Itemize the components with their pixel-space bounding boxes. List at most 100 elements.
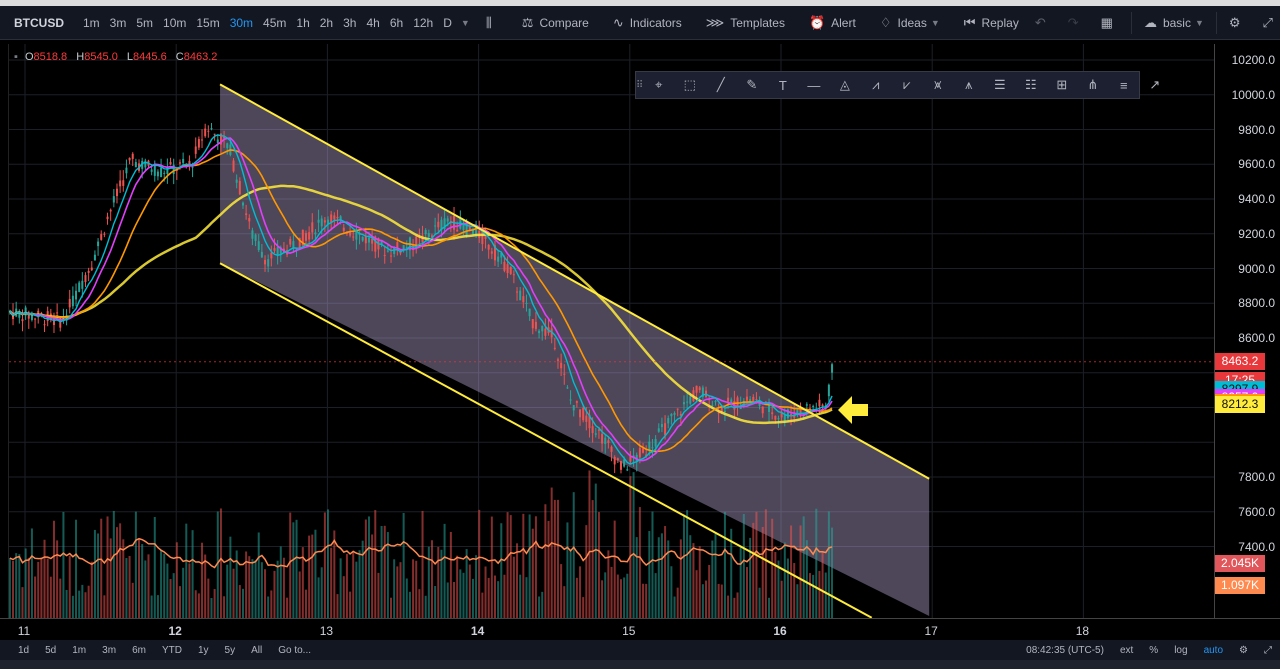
text-icon[interactable]: T: [778, 77, 787, 93]
volume-bar: [71, 595, 74, 618]
volume-bar: [569, 550, 572, 618]
interval-1h[interactable]: 1h: [296, 15, 310, 30]
candle-body: [503, 261, 506, 271]
candle-body: [783, 415, 786, 422]
volume-bar: [213, 589, 216, 618]
range-5d[interactable]: 5d: [45, 644, 57, 656]
price-tick-label: 10200.0: [1231, 53, 1275, 67]
candle-body: [342, 227, 345, 232]
interval-3h[interactable]: 3h: [343, 15, 357, 30]
volume-bar: [46, 558, 49, 618]
indicators-button[interactable]: ∿ Indicators: [605, 15, 690, 31]
brush-icon[interactable]: ✎: [746, 77, 758, 92]
cypher-pattern-icon[interactable]: ⩚: [965, 77, 973, 92]
log-toggle[interactable]: log: [1174, 644, 1188, 656]
abcde-pattern-icon[interactable]: ⩗: [903, 77, 911, 92]
interval-1m[interactable]: 1m: [83, 15, 100, 30]
auto-toggle[interactable]: auto: [1203, 644, 1224, 656]
candle-body: [257, 241, 260, 250]
templates-button[interactable]: ⋙ Templates: [698, 15, 793, 31]
interval-12h[interactable]: 12h: [413, 15, 434, 30]
candle-body: [30, 315, 33, 320]
candle-body: [323, 220, 326, 223]
range-1d[interactable]: 1d: [18, 644, 30, 656]
clock[interactable]: 08:42:35 (UTC-5): [1026, 644, 1104, 656]
volume-bar: [714, 533, 717, 618]
lightbulb-icon: ♢: [879, 14, 892, 30]
ideas-button[interactable]: ♢ Ideas ▼: [872, 15, 948, 31]
interval-6h[interactable]: 6h: [389, 15, 404, 30]
volume-bar: [777, 560, 780, 618]
candle-body: [160, 167, 163, 178]
volume-bar: [175, 542, 178, 618]
chart-settings-icon[interactable]: ⚙: [1239, 644, 1248, 656]
triangle-icon[interactable]: ◬: [839, 77, 850, 92]
ext-toggle[interactable]: ext: [1119, 644, 1134, 656]
range-6m[interactable]: 6m: [132, 644, 146, 656]
percent-toggle[interactable]: %: [1149, 644, 1159, 656]
interval-D[interactable]: D: [443, 15, 452, 30]
fib-retracement-icon[interactable]: ☰: [994, 77, 1006, 92]
alert-label: Alert: [831, 15, 856, 30]
elliott-wave-icon[interactable]: ⩙: [934, 77, 942, 92]
maximize-icon[interactable]: ⤢: [1264, 644, 1272, 656]
crosshair-icon[interactable]: ⌖: [655, 77, 663, 92]
range-ytd[interactable]: YTD: [161, 644, 182, 656]
candle-body: [582, 407, 585, 421]
drag-handle-icon[interactable]: ⠿: [636, 79, 644, 91]
ema-mid-line: [9, 137, 833, 462]
compare-button[interactable]: ⚖ Compare: [514, 15, 597, 31]
chart-style-button[interactable]: ⫼: [478, 15, 506, 31]
redo-button[interactable]: ↷: [1060, 15, 1093, 31]
volume-bar: [686, 510, 689, 618]
candle-body: [462, 224, 465, 231]
pitchfork-icon[interactable]: ⋔: [1087, 77, 1099, 92]
candle-body: [68, 299, 71, 308]
layout-save-button[interactable]: ☁ basic ▼: [1136, 15, 1212, 31]
range-goto[interactable]: Go to...: [278, 644, 312, 656]
layout-grid-button[interactable]: ▦: [1093, 15, 1127, 31]
price-chart[interactable]: [9, 44, 1215, 618]
ray-icon[interactable]: ↗: [1149, 77, 1161, 92]
gann-box-icon[interactable]: ⊞: [1056, 77, 1068, 92]
rectangle-icon[interactable]: ⬚: [683, 77, 696, 92]
horizontal-line-icon[interactable]: —: [807, 77, 821, 93]
volume-bar: [219, 508, 222, 618]
range-1y[interactable]: 1y: [197, 644, 209, 656]
range-1m[interactable]: 1m: [72, 644, 87, 656]
interval-10m[interactable]: 10m: [163, 15, 187, 30]
price-badge: 8463.2: [1215, 352, 1265, 370]
range-5y[interactable]: 5y: [224, 644, 236, 656]
alert-button[interactable]: ⏰ Alert: [801, 15, 864, 31]
parallel-channel-icon[interactable]: ≡: [1120, 77, 1128, 93]
interval-3m[interactable]: 3m: [109, 15, 127, 30]
fib-extension-icon[interactable]: ☷: [1025, 77, 1037, 92]
interval-5m[interactable]: 5m: [136, 15, 154, 30]
volume-bar: [229, 536, 232, 618]
range-3m[interactable]: 3m: [102, 644, 117, 656]
settings-button[interactable]: ⚙: [1221, 15, 1255, 31]
interval-30m[interactable]: 30m: [229, 15, 254, 30]
xabcd-pattern-icon[interactable]: ⩘: [872, 77, 880, 92]
candle-body: [761, 406, 764, 414]
range-all[interactable]: All: [251, 644, 263, 656]
volume-bar: [399, 562, 402, 618]
chart-pane[interactable]: [8, 44, 1215, 618]
replay-button[interactable]: ⏮ Replay: [956, 15, 1027, 31]
volume-bar: [701, 584, 704, 618]
time-axis[interactable]: 11 12 13 14 15 16 17 18: [0, 618, 1280, 641]
trendline-icon[interactable]: ╱: [716, 77, 725, 92]
legend-menu-icon[interactable]: ▪: [14, 51, 18, 63]
interval-dropdown-icon[interactable]: ▼: [460, 17, 470, 28]
undo-button[interactable]: ↶: [1027, 15, 1060, 31]
fullscreen-button[interactable]: ⤢: [1255, 15, 1280, 31]
price-axis[interactable]: 10200.0 10000.0 9800.0 9600.0 9400.0 9200.0 90…: [1214, 44, 1280, 618]
fullscreen-icon: ⤢: [1262, 14, 1273, 30]
volume-bar: [717, 583, 720, 618]
interval-2h[interactable]: 2h: [319, 15, 334, 30]
interval-15m[interactable]: 15m: [196, 15, 220, 30]
symbol-search[interactable]: BTCUSD: [14, 15, 64, 30]
interval-45m[interactable]: 45m: [263, 15, 287, 30]
interval-4h[interactable]: 4h: [366, 15, 380, 30]
volume-bar: [56, 540, 59, 618]
